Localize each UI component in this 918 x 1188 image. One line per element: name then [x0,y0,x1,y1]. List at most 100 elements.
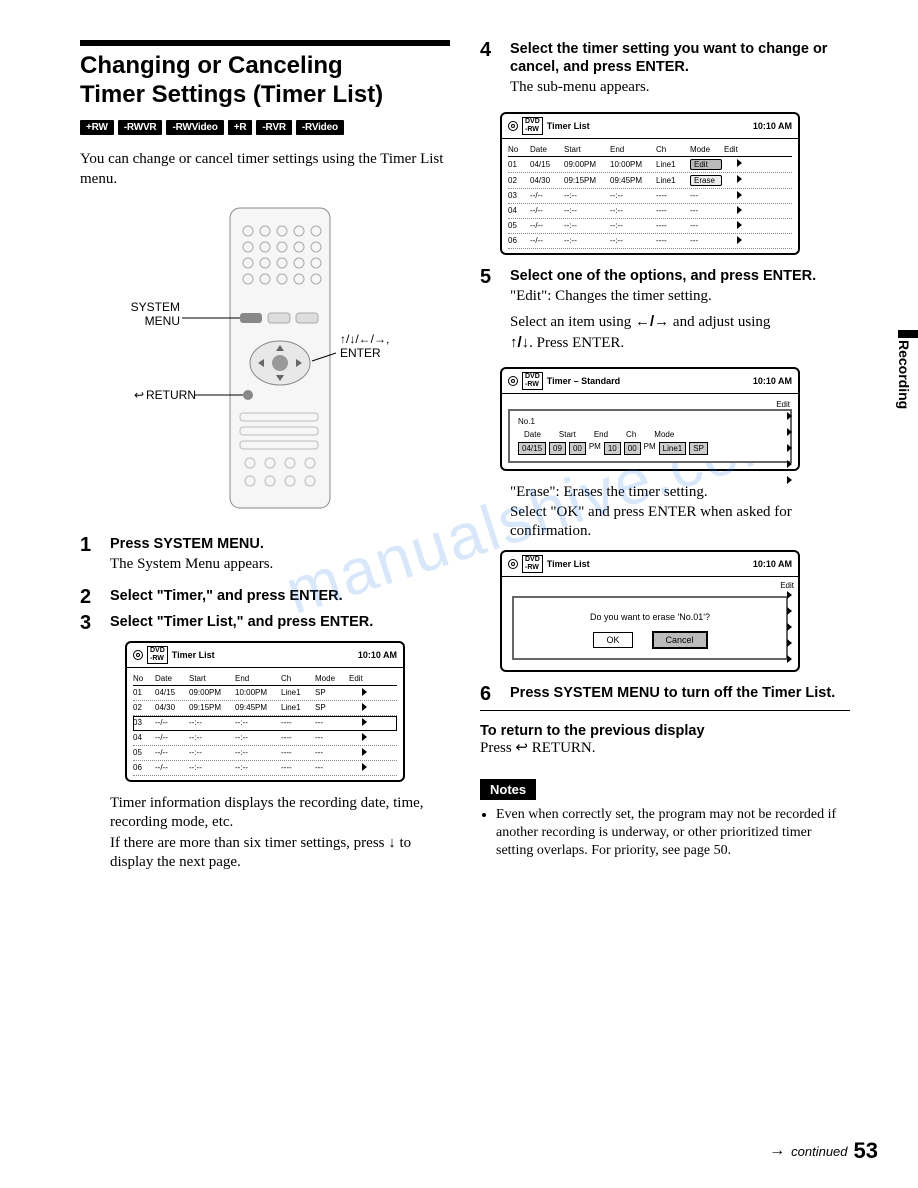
field-mode[interactable]: SP [689,442,708,455]
field-start-h[interactable]: 09 [549,442,566,455]
row-arrow-icon [362,748,367,756]
step-2-title: Select "Timer," and press ENTER. [110,587,450,605]
dvd-tag: DVD-RW [522,555,543,573]
continued-label: continued [791,1144,847,1159]
badge-rplus: +R [228,120,253,135]
return-text: Press ↩ RETURN. [480,739,850,759]
divider [480,710,850,711]
svg-text:MENU: MENU [145,314,180,328]
intro-text: You can change or cancel timer settings … [80,149,450,190]
step-2: 2 Select "Timer," and press ENTER. [80,587,450,607]
notes-list: Even when correctly set, the program may… [496,806,850,861]
row-arrow-icon [787,460,792,468]
step-3-title: Select "Timer List," and press ENTER. [110,613,450,631]
down-arrow-icon: ↓ [388,834,396,851]
row-arrow-icon [737,206,742,214]
th-date: Date [155,674,187,683]
step-6-num: 6 [480,684,500,704]
side-tab: Recording [896,340,912,409]
page-footer: → continued 53 [769,1138,878,1164]
step-4-num: 4 [480,40,500,60]
screen-timer-standard: DVD-RW Timer – Standard 10:10 AM Edit No… [500,367,800,471]
table-row: 03--/----:----:--------- [133,716,397,731]
svg-text:↑/↓/←/→,: ↑/↓/←/→, [340,332,389,346]
up-down-arrow-icon: ↑/↓ [510,334,529,351]
mode-button[interactable]: Erase [690,175,722,186]
dvd-tag: DVD-RW [522,117,543,135]
field-start-m[interactable]: 00 [569,442,586,455]
row-arrow-icon [737,175,742,183]
step-5-line2: Select an item using ←/→ and adjust usin… [510,312,850,353]
step-1: 1 Press SYSTEM MENU. The System Menu app… [80,535,450,581]
step-6-title: Press SYSTEM MENU to turn off the Timer … [510,684,850,702]
table-row: 05--/----:----:--------- [508,219,792,234]
title-line-2: Timer Settings (Timer List) [80,81,383,108]
step-1-num: 1 [80,535,100,555]
cancel-button[interactable]: Cancel [653,632,707,648]
svg-text:ENTER: ENTER [340,346,381,360]
table-row: 0204/3009:15PM09:45PMLine1Erase [508,173,792,189]
table-row: 06--/----:----:--------- [133,761,397,776]
screen4-title: Timer List [547,559,590,569]
page-title: Changing or Canceling Timer Settings (Ti… [80,52,450,110]
row-arrow-icon [362,688,367,696]
row-arrow-icon [737,191,742,199]
continued-arrow-icon: → [769,1142,785,1160]
step-3: 3 Select "Timer List," and press ENTER. [80,613,450,633]
return-heading: To return to the previous display [480,723,850,739]
return-icon: ↩ [515,740,528,756]
screen-timer-list-2: DVD-RW Timer List 10:10 AM No Date Start… [500,112,800,255]
badge-rwvideo: -RWVideo [166,120,223,135]
screen4-time: 10:10 AM [753,559,792,569]
step-5: 5 Select one of the options, and press E… [480,267,850,360]
th-ch: Ch [281,674,313,683]
title-line-1: Changing or Canceling [80,52,343,79]
disc-icon [508,559,518,569]
step-4: 4 Select the timer setting you want to c… [480,40,850,104]
row-arrow-icon [737,221,742,229]
mode-button[interactable]: Edit [690,159,722,170]
field-end-m[interactable]: 00 [624,442,641,455]
screen-timer-list-1: DVD-RW Timer List 10:10 AM No Date Start… [125,641,405,782]
table-row: 04--/----:----:--------- [133,731,397,746]
disc-icon [508,121,518,131]
badge-rw-plus: +RW [80,120,114,135]
disc-icon [133,650,143,660]
page-number: 53 [854,1138,878,1164]
svg-text:RETURN: RETURN [146,388,196,402]
table-row: 0204/3009:15PM09:45PMLine1SP [133,701,397,716]
erase-question: Do you want to erase 'No.01'? [522,612,778,622]
after-screen1-p2: If there are more than six timer setting… [110,833,450,873]
after-screen1-p1: Timer information displays the recording… [110,794,450,833]
step5-post-l1: "Erase": Erases the timer setting. [510,483,850,503]
remote-illustration: SYSTEM MENU ↑/↓/←/→, ENTER ↩ RETURN [80,203,450,513]
badge-rvideo: -RVideo [296,120,344,135]
field-end-h[interactable]: 10 [604,442,621,455]
screen1-time: 10:10 AM [358,650,397,660]
svg-text:SYSTEM: SYSTEM [131,300,180,314]
ok-button[interactable]: OK [593,632,632,648]
notes-label: Notes [480,779,536,800]
dvd-tag: DVD-RW [522,372,543,390]
screen3-time: 10:10 AM [753,376,792,386]
row-arrow-icon [737,159,742,167]
step5-post-l2: Select "OK" and press ENTER when asked f… [510,503,850,542]
table-row: 0104/1509:00PM10:00PMLine1Edit [508,157,792,173]
table-row: 03--/----:----:--------- [508,189,792,204]
left-right-arrow-icon: ←/→ [635,313,669,330]
field-date[interactable]: 04/15 [518,442,546,455]
step-6: 6 Press SYSTEM MENU to turn off the Time… [480,684,850,704]
th-edit: Edit [349,674,367,683]
field-ch[interactable]: Line1 [659,442,687,455]
side-tab-bar [898,330,918,338]
th-start: Start [189,674,233,683]
th-mode: Mode [315,674,347,683]
row-arrow-icon [787,444,792,452]
svg-text:↩: ↩ [134,388,144,402]
row-arrow-icon [787,428,792,436]
screen2-time: 10:10 AM [753,121,792,131]
step-4-title: Select the timer setting you want to cha… [510,40,850,76]
row-arrow-icon [787,412,792,420]
table-row: 04--/----:----:--------- [508,204,792,219]
step-3-num: 3 [80,613,100,633]
